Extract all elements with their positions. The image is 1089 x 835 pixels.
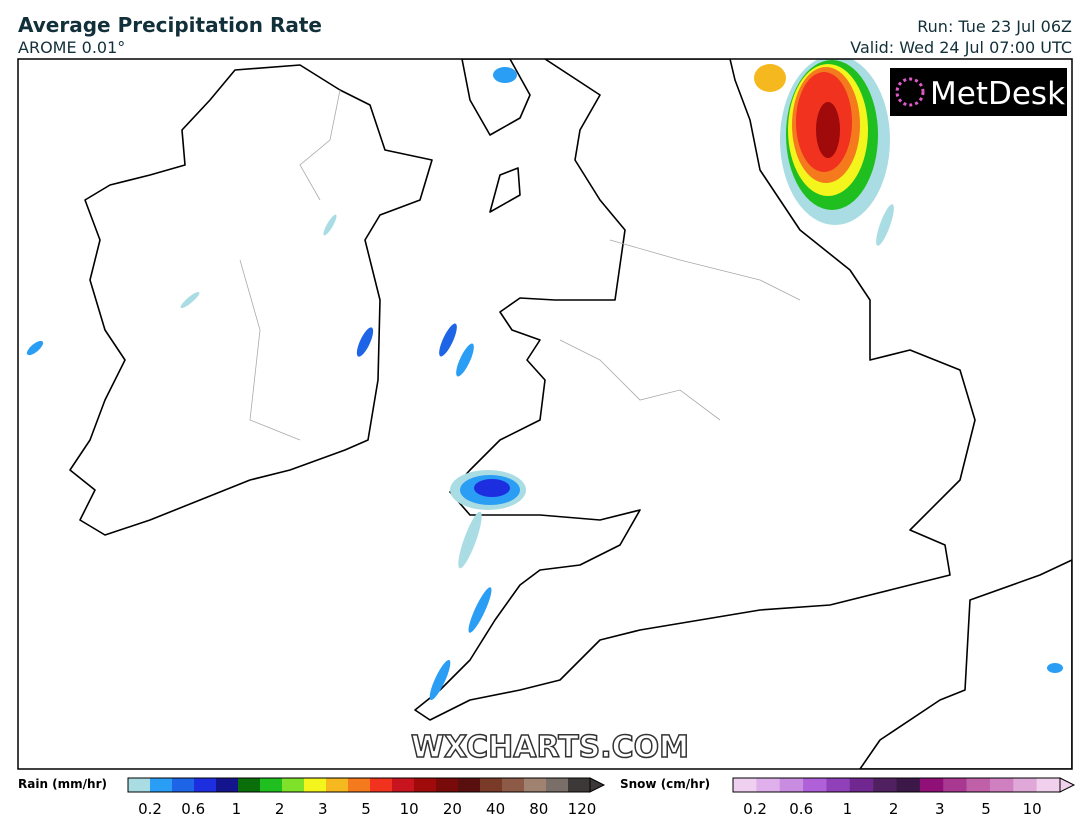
snow-tick-label: 5 [981, 800, 991, 818]
rain-swatch [304, 778, 327, 792]
logo: MetDesk [930, 76, 1065, 112]
snow-tick-label: 10 [1023, 800, 1042, 818]
snow-tick-label: 0.2 [743, 800, 767, 818]
snow-tick-label: 3 [935, 800, 945, 818]
snow-swatch [873, 778, 897, 792]
rain-tick-label: 0.2 [138, 800, 162, 818]
rain-legend-label: Rain (mm/hr) [18, 777, 107, 791]
borders [239, 89, 801, 441]
snow-swatch [779, 778, 804, 792]
logo-icon [895, 77, 925, 107]
snow-swatch [803, 778, 827, 792]
rain-tick-label: 2 [275, 800, 285, 818]
rain-swatch [326, 778, 349, 792]
rain-swatch [392, 778, 415, 792]
snow-swatch [826, 778, 851, 792]
rain-swatch [458, 778, 481, 792]
snow-swatch [896, 778, 921, 792]
rain-tick-label: 1 [232, 800, 242, 818]
rain-tick-label: 5 [361, 800, 371, 818]
rain-tick-label: 0.6 [181, 800, 205, 818]
snow-tick-label: 0.6 [789, 800, 813, 818]
valid-time: Valid: Wed 24 Jul 07:00 UTC [850, 38, 1072, 57]
logo-box [890, 68, 1067, 116]
title: Average Precipitation Rate [18, 13, 322, 37]
map: MetDesk WXCHARTS.COM [18, 59, 1072, 769]
snow-swatch [919, 778, 944, 792]
rain-swatch [546, 778, 569, 792]
snow-swatch [1013, 778, 1037, 792]
snow-swatch [849, 778, 874, 792]
snow-bar-arrow [1059, 777, 1076, 793]
rain-bar-arrow [589, 777, 606, 793]
rain-swatch [282, 778, 305, 792]
snow-legend-label: Snow (cm/hr) [620, 777, 710, 791]
snow-swatch [756, 778, 781, 792]
rain-swatch [370, 778, 393, 792]
snow-swatch [943, 778, 967, 792]
rain-swatch [216, 778, 239, 792]
precipitation [26, 59, 1063, 701]
rain-swatch [150, 778, 173, 792]
snow-tick-label: 1 [843, 800, 853, 818]
model: AROME 0.01° [18, 38, 125, 57]
rain-swatch [414, 778, 437, 792]
map-frame [17, 58, 1073, 770]
rain-swatch [524, 778, 547, 792]
snow-swatch [989, 778, 1014, 792]
snow-swatch [1036, 778, 1061, 792]
rain-swatch [568, 778, 591, 792]
rain-tick-label: 80 [529, 800, 548, 818]
rain-tick-label: 20 [443, 800, 462, 818]
rain-swatch [502, 778, 525, 792]
run-time: Run: Tue 23 Jul 06Z [917, 17, 1072, 36]
snow-swatch [733, 778, 757, 792]
watermark: WXCHARTS.COM [411, 730, 689, 765]
coastlines [69, 59, 1072, 769]
rain-swatch [238, 778, 261, 792]
rain-swatch [480, 778, 503, 792]
rain-swatch [128, 778, 151, 792]
rain-tick-label: 10 [400, 800, 419, 818]
rain-swatch [260, 778, 283, 792]
rain-swatch [348, 778, 371, 792]
snow-tick-label: 2 [889, 800, 899, 818]
snow-swatch [966, 778, 991, 792]
rain-tick-label: 120 [568, 800, 597, 818]
rain-swatch [436, 778, 459, 792]
rain-swatch [194, 778, 217, 792]
rain-tick-label: 40 [486, 800, 505, 818]
rain-tick-label: 3 [318, 800, 328, 818]
rain-swatch [172, 778, 195, 792]
